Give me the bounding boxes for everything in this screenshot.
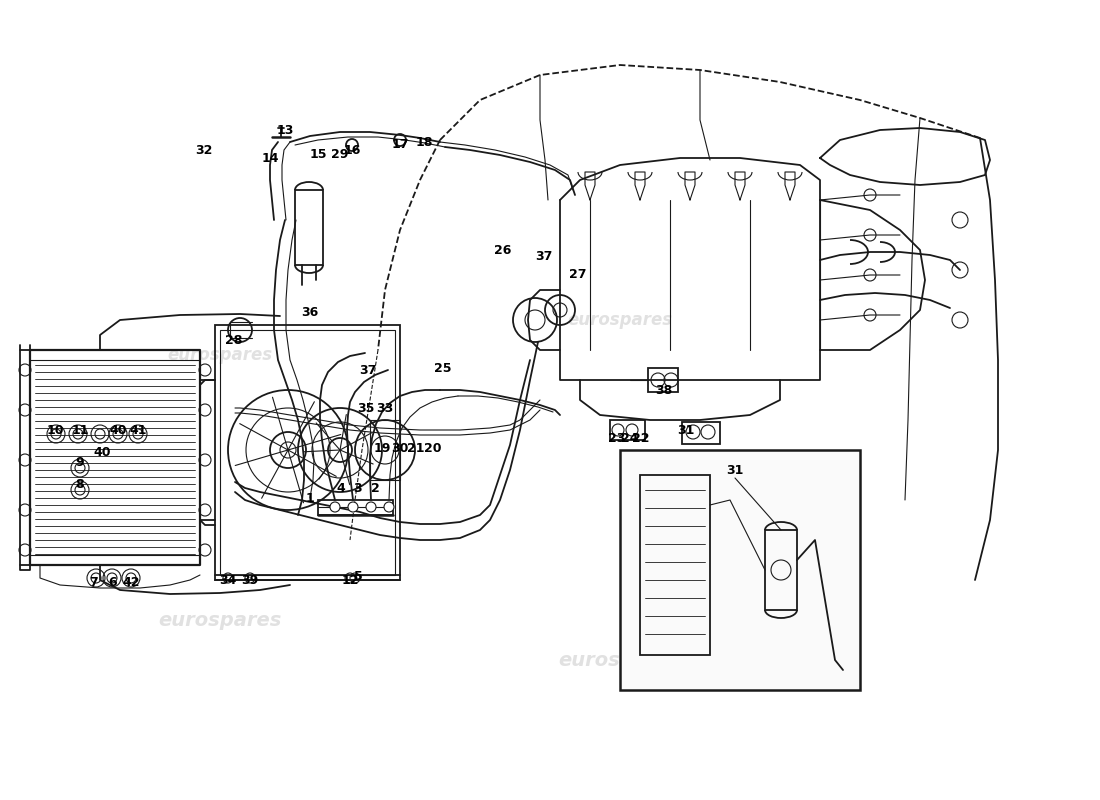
Text: 21: 21 (407, 442, 425, 454)
Text: 29: 29 (331, 147, 349, 161)
Bar (610, 420, 645, 440)
Text: 4: 4 (337, 482, 345, 494)
Text: 38: 38 (656, 383, 672, 397)
Text: 10: 10 (46, 423, 64, 437)
Text: 24: 24 (621, 431, 639, 445)
Text: 26: 26 (494, 243, 512, 257)
Text: 5: 5 (353, 570, 362, 582)
Circle shape (330, 502, 340, 512)
Text: 17: 17 (392, 138, 409, 150)
Text: 8: 8 (76, 478, 85, 490)
Text: 32: 32 (196, 143, 212, 157)
Text: 23: 23 (608, 431, 626, 445)
Text: 40: 40 (109, 423, 126, 437)
Text: 37: 37 (536, 250, 552, 262)
Text: 16: 16 (343, 143, 361, 157)
Text: 22: 22 (632, 431, 650, 445)
Text: 18: 18 (416, 135, 432, 149)
Bar (648, 368, 678, 392)
Text: 6: 6 (109, 575, 118, 589)
Text: 3: 3 (354, 482, 362, 494)
Text: eurospares: eurospares (167, 346, 273, 364)
Bar (620, 450, 860, 690)
Bar (220, 330, 395, 575)
Text: 36: 36 (301, 306, 319, 318)
Circle shape (384, 502, 394, 512)
Bar (370, 420, 400, 480)
Text: 19: 19 (373, 442, 390, 454)
Bar (764, 530, 798, 610)
Text: 34: 34 (219, 574, 236, 586)
Text: 41: 41 (130, 423, 146, 437)
Text: 33: 33 (376, 402, 394, 414)
Text: 15: 15 (309, 147, 327, 161)
Text: 27: 27 (570, 267, 586, 281)
Text: 20: 20 (425, 442, 442, 454)
Text: 42: 42 (122, 575, 140, 589)
Text: 7: 7 (89, 575, 98, 589)
Text: 9: 9 (76, 455, 85, 469)
Bar (640, 475, 710, 655)
Bar (318, 500, 393, 515)
Text: 13: 13 (276, 123, 294, 137)
Text: 31: 31 (678, 423, 695, 437)
Circle shape (348, 502, 358, 512)
Text: eurospares: eurospares (559, 650, 682, 670)
Text: 40: 40 (94, 446, 111, 458)
Text: 1: 1 (306, 491, 315, 505)
Text: 37: 37 (360, 363, 376, 377)
Text: 31: 31 (726, 463, 744, 477)
Bar (214, 325, 400, 580)
Text: 2: 2 (371, 482, 380, 494)
Text: 11: 11 (72, 423, 89, 437)
Bar (295, 190, 323, 265)
Bar (682, 422, 720, 444)
Text: 12: 12 (341, 574, 359, 586)
Text: 25: 25 (434, 362, 452, 374)
Text: 39: 39 (241, 574, 258, 586)
Text: 28: 28 (226, 334, 243, 346)
Text: 14: 14 (262, 151, 278, 165)
Text: 30: 30 (392, 442, 409, 454)
Text: eurospares: eurospares (158, 610, 282, 630)
Circle shape (366, 502, 376, 512)
Text: eurospares: eurospares (568, 311, 672, 329)
Text: 35: 35 (358, 402, 375, 414)
